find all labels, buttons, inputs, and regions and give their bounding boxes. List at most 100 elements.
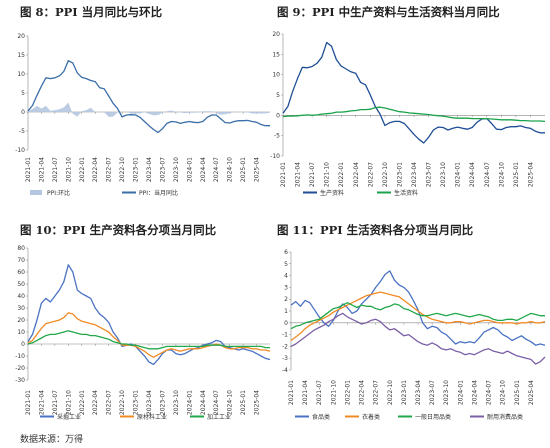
x-tick-label: 2021-04 bbox=[295, 162, 302, 187]
x-tick-label: 2022-07 bbox=[373, 380, 380, 405]
x-tick-label: 2024-04 bbox=[200, 390, 207, 415]
y-tick-label: 5 bbox=[284, 261, 288, 268]
y-tick-label: -4 bbox=[282, 367, 288, 374]
y-tick-label: 5 bbox=[276, 92, 280, 99]
x-tick-label: 2022-01 bbox=[79, 157, 86, 182]
x-tick-label: 2025-04 bbox=[254, 390, 261, 415]
series-line-3 bbox=[290, 312, 546, 365]
y-tick-label: -30 bbox=[15, 377, 25, 384]
x-tick-label: 2025-01 bbox=[514, 380, 521, 405]
x-tick-label: 2022-01 bbox=[79, 390, 86, 415]
y-tick-label: 3 bbox=[284, 284, 288, 291]
legend-label-3: 耐用消费品类 bbox=[487, 413, 523, 421]
x-tick-label: 2023-04 bbox=[146, 390, 153, 415]
x-tick-label: 2021-01 bbox=[25, 157, 32, 182]
y-tick-label: -10 bbox=[270, 153, 280, 160]
series-line-0 bbox=[290, 270, 546, 346]
y-tick-label: 60 bbox=[17, 269, 25, 276]
x-tick-label: 2021-01 bbox=[288, 380, 295, 405]
series-line-0 bbox=[27, 264, 271, 366]
series-line-0 bbox=[282, 41, 545, 144]
x-tick-label: 2025-01 bbox=[240, 157, 247, 182]
legend-label-0: 生产资料 bbox=[320, 189, 344, 197]
x-tick-label: 2023-04 bbox=[411, 162, 418, 187]
y-tick-label: 20 bbox=[272, 31, 280, 38]
series-line-1 bbox=[27, 312, 271, 358]
x-tick-label: 2024-04 bbox=[469, 162, 476, 187]
y-tick-label: 0 bbox=[276, 112, 280, 119]
x-tick-label: 2024-07 bbox=[486, 380, 493, 405]
y-tick-label: 10 bbox=[272, 72, 280, 79]
x-tick-label: 2022-10 bbox=[387, 380, 394, 405]
x-tick-label: 2024-07 bbox=[213, 390, 220, 415]
x-tick-label: 2023-04 bbox=[146, 157, 153, 182]
legend-label-1: PPI：当月同比 bbox=[139, 189, 178, 197]
y-tick-label: 50 bbox=[17, 281, 25, 288]
x-tick-label: 2024-07 bbox=[213, 157, 220, 182]
x-tick-label: 2021-07 bbox=[316, 380, 323, 405]
legend-label-2: 一般日用品类 bbox=[415, 413, 451, 421]
y-tick-label: 0 bbox=[21, 341, 25, 348]
x-tick-label: 2022-04 bbox=[353, 162, 360, 187]
x-tick-label: 2021-07 bbox=[309, 162, 316, 187]
series-line-1 bbox=[27, 60, 270, 134]
x-tick-label: 2025-01 bbox=[240, 390, 247, 415]
x-tick-label: 2023-07 bbox=[159, 390, 166, 415]
x-tick-label: 2024-10 bbox=[227, 157, 234, 182]
x-tick-label: 2024-10 bbox=[227, 390, 234, 415]
x-tick-label: 2021-10 bbox=[65, 157, 72, 182]
x-tick-label: 2025-01 bbox=[513, 162, 520, 187]
legend-label-1: 生活资料 bbox=[394, 189, 418, 197]
y-tick-label: 5 bbox=[21, 90, 25, 97]
series-line-2 bbox=[27, 330, 270, 350]
y-tick-label: -5 bbox=[274, 133, 280, 140]
y-tick-label: 20 bbox=[17, 33, 25, 40]
x-tick-label: 2023-01 bbox=[133, 390, 140, 415]
x-tick-label: 2022-07 bbox=[106, 390, 113, 415]
x-tick-label: 2021-10 bbox=[65, 390, 72, 415]
x-tick-label: 2023-01 bbox=[396, 162, 403, 187]
x-tick-label: 2022-01 bbox=[344, 380, 351, 405]
x-tick-label: 2023-07 bbox=[426, 162, 433, 187]
y-tick-label: -3 bbox=[282, 355, 288, 362]
y-tick-label: 10 bbox=[17, 329, 25, 336]
x-tick-label: 2024-01 bbox=[186, 390, 193, 415]
x-tick-label: 2022-04 bbox=[92, 157, 99, 182]
legend-swatch-0 bbox=[30, 190, 42, 195]
chart-title-fig10: 图 10：PPI 生产资料各分项当月同比 bbox=[20, 223, 217, 237]
y-tick-label: 40 bbox=[17, 293, 25, 300]
series-line-1 bbox=[282, 106, 546, 123]
x-tick-label: 2023-10 bbox=[443, 380, 450, 405]
x-tick-label: 2024-01 bbox=[457, 380, 464, 405]
y-tick-label: 15 bbox=[272, 51, 280, 58]
x-tick-label: 2023-01 bbox=[133, 157, 140, 182]
y-tick-label: -2 bbox=[282, 343, 288, 350]
x-tick-label: 2024-04 bbox=[471, 380, 478, 405]
chart-title-fig9: 图 9：PPI 中生产资料与生活资料当月同比 bbox=[277, 5, 500, 19]
x-tick-label: 2021-01 bbox=[280, 162, 287, 187]
x-tick-label: 2021-10 bbox=[330, 380, 337, 405]
chart-title-fig11: 图 11：PPI 生活资料各分项当月同比 bbox=[277, 223, 474, 237]
x-tick-label: 2023-10 bbox=[173, 157, 180, 182]
legend-label-2: 加工工业 bbox=[207, 413, 231, 421]
x-tick-label: 2021-04 bbox=[302, 380, 309, 405]
legend-label-0: PPI:环比 bbox=[47, 189, 70, 197]
y-tick-label: 10 bbox=[17, 71, 25, 78]
x-tick-label: 2024-07 bbox=[484, 162, 491, 187]
series-area-0 bbox=[28, 102, 270, 117]
x-tick-label: 2021-07 bbox=[52, 390, 59, 415]
series-line-1 bbox=[290, 291, 546, 342]
y-tick-label: -10 bbox=[15, 147, 25, 154]
y-tick-label: 4 bbox=[284, 273, 288, 280]
legend-label-0: 采掘工业 bbox=[57, 413, 81, 421]
y-tick-label: 0 bbox=[21, 109, 25, 116]
series-line-2 bbox=[290, 302, 545, 330]
y-tick-label: 0 bbox=[284, 320, 288, 327]
legend-label-0: 食品类 bbox=[312, 413, 330, 421]
y-tick-label: -1 bbox=[282, 332, 288, 339]
x-tick-label: 2022-07 bbox=[106, 157, 113, 182]
